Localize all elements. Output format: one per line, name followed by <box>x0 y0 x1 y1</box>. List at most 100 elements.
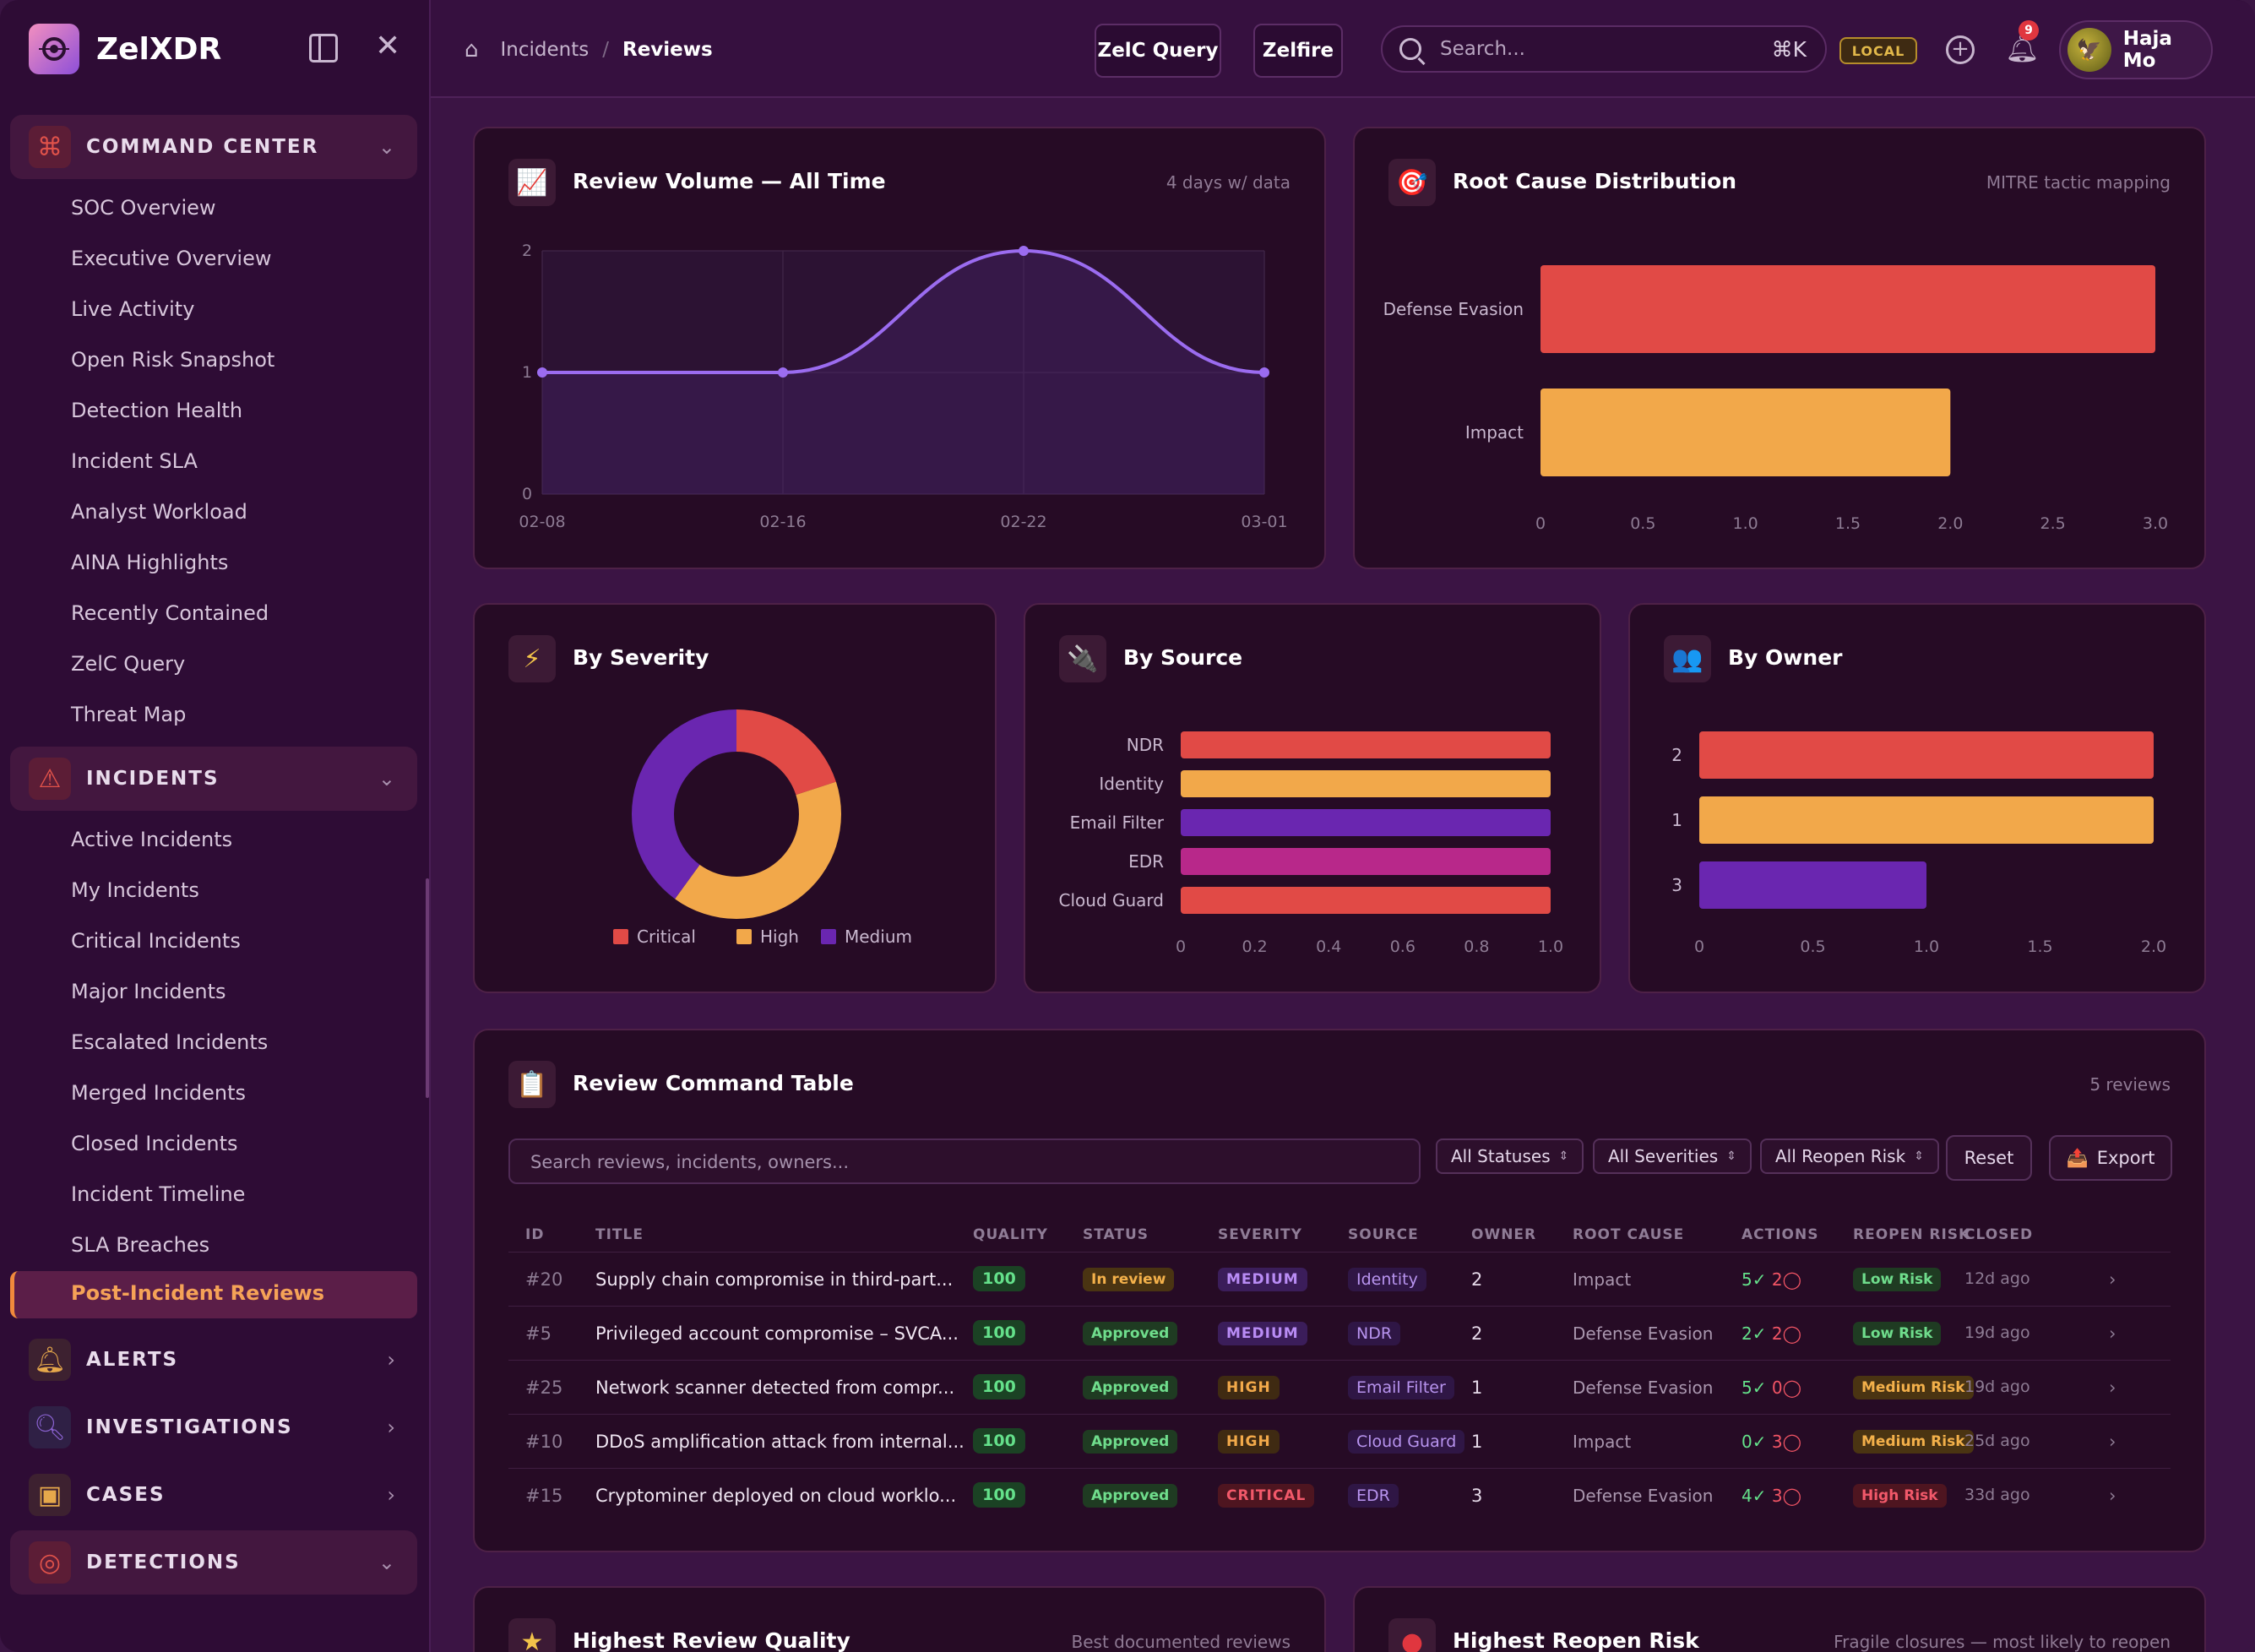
severity-filter-select[interactable]: All Severities ⇕ <box>1593 1138 1752 1174</box>
status-filter-select[interactable]: All Statuses ⇕ <box>1436 1138 1584 1174</box>
table-search-input[interactable]: Search reviews, incidents, owners... <box>508 1138 1421 1184</box>
reopen-risk-filter-select[interactable]: All Reopen Risk ⇕ <box>1760 1138 1939 1174</box>
sidebar-item-open-risk-snapshot[interactable]: Open Risk Snapshot <box>71 348 275 372</box>
source-badge: Email Filter <box>1348 1376 1454 1399</box>
breadcrumb-incidents[interactable]: Incidents <box>500 39 590 61</box>
review-title[interactable]: Network scanner detected from compr... <box>595 1378 955 1398</box>
column-header-owner[interactable]: OWNER <box>1471 1226 1537 1243</box>
export-button[interactable]: 📤 Export <box>2049 1135 2172 1181</box>
bar-1 <box>1699 796 2154 844</box>
bar-3 <box>1699 861 1926 909</box>
notification-count-badge: 9 <box>2019 20 2039 41</box>
actions-done: 5✓ <box>1742 1378 1767 1398</box>
column-header-reopen-risk[interactable]: REOPEN RISK <box>1853 1226 1971 1243</box>
actions-summary: 0✓ 3◯ <box>1742 1432 1801 1452</box>
card-subtitle: Best documented reviews <box>1071 1632 1291 1652</box>
review-title[interactable]: Privileged account compromise – SVCA... <box>595 1323 959 1344</box>
sidebar-item-escalated-incidents[interactable]: Escalated Incidents <box>71 1030 269 1054</box>
chevron-right-icon[interactable]: › <box>2109 1323 2116 1344</box>
quality-score: 100 <box>973 1320 1025 1345</box>
sidebar-item-executive-overview[interactable]: Executive Overview <box>71 247 272 270</box>
global-search[interactable]: Search... ⌘K <box>1381 25 1827 73</box>
brand[interactable]: ZelXDR <box>29 22 221 76</box>
sidebar-item-critical-incidents[interactable]: Critical Incidents <box>71 929 241 953</box>
filter-label: All Severities <box>1608 1146 1719 1166</box>
card-title: Highest Review Quality <box>573 1628 850 1652</box>
sidebar-scrollbar[interactable] <box>426 878 429 1098</box>
sidebar-item-zelc-query[interactable]: ZelC Query <box>71 652 186 676</box>
briefcase-icon: ▣ <box>29 1474 71 1516</box>
by-source-card: 🔌 By Source NDR Identity Email Filter EDR Cl… <box>1024 603 1601 993</box>
table-row[interactable]: #20 Supply chain compromise in third-part… <box>508 1252 2171 1306</box>
column-header-severity[interactable]: SEVERITY <box>1218 1226 1302 1243</box>
section-alerts[interactable]: 🔔︎ ALERTS › <box>10 1328 417 1392</box>
column-header-actions[interactable]: ACTIONS <box>1742 1226 1819 1243</box>
sidebar-item-my-incidents[interactable]: My Incidents <box>71 878 199 902</box>
column-header-quality[interactable]: QUALITY <box>973 1226 1048 1243</box>
sidebar-item-aina-highlights[interactable]: AINA Highlights <box>71 551 229 574</box>
data-point <box>778 367 788 378</box>
sidebar-item-live-activity[interactable]: Live Activity <box>71 297 195 321</box>
x-tick-label: 0 <box>1535 514 1546 533</box>
sidebar-item-threat-map[interactable]: Threat Map <box>71 703 187 726</box>
sidebar-item-major-incidents[interactable]: Major Incidents <box>71 980 226 1003</box>
category-label: Identity <box>1099 774 1164 794</box>
sidebar-item-soc-overview[interactable]: SOC Overview <box>71 196 216 220</box>
card-title: By Source <box>1123 645 1243 670</box>
actions-summary: 5✓ 2◯ <box>1742 1269 1801 1290</box>
section-cases[interactable]: ▣ CASES › <box>10 1463 417 1527</box>
closed-time: 19d ago <box>1964 1378 2030 1396</box>
table-row[interactable]: #10 DDoS amplification attack from intern… <box>508 1414 2171 1468</box>
actions-open: 3◯ <box>1771 1432 1801 1452</box>
severity-donut-chart: Critical High Medium <box>613 709 912 947</box>
review-title[interactable]: Supply chain compromise in third-part... <box>595 1269 954 1290</box>
sidebar-toggle-icon[interactable] <box>309 34 338 62</box>
sidebar-item-incident-sla[interactable]: Incident SLA <box>71 449 198 473</box>
column-header-status[interactable]: STATUS <box>1083 1226 1149 1243</box>
legend-swatch <box>613 929 628 944</box>
reopen-risk-badge: Medium Risk <box>1853 1376 1974 1399</box>
search-input[interactable]: Search... <box>1440 38 1525 60</box>
chevron-right-icon[interactable]: › <box>2109 1432 2116 1452</box>
sidebar-item-closed-incidents[interactable]: Closed Incidents <box>71 1132 238 1155</box>
zelc-query-button[interactable]: ZelC Query <box>1095 24 1221 78</box>
chevron-right-icon[interactable]: › <box>2109 1269 2116 1290</box>
section-incidents[interactable]: ⚠ INCIDENTS ⌄ <box>10 747 417 811</box>
table-row[interactable]: #5 Privileged account compromise – SVCA..… <box>508 1306 2171 1360</box>
sidebar-item-sla-breaches[interactable]: SLA Breaches <box>71 1233 210 1257</box>
column-header-source[interactable]: SOURCE <box>1348 1226 1419 1243</box>
column-header-root-cause[interactable]: ROOT CAUSE <box>1573 1226 1685 1243</box>
add-icon[interactable]: + <box>1946 35 1975 64</box>
bar-email-filter <box>1181 809 1551 836</box>
highest-review-quality-card: ★ Highest Review Quality Best documented… <box>473 1586 1326 1652</box>
column-header-title[interactable]: TITLE <box>595 1226 644 1243</box>
user-menu[interactable]: 🦅 Haja Mo <box>2059 20 2213 79</box>
export-icon: 📤 <box>2066 1147 2089 1168</box>
column-header-closed[interactable]: CLOSED <box>1964 1226 2034 1243</box>
table-row[interactable]: #15 Cryptominer deployed on cloud worklo.… <box>508 1468 2171 1522</box>
x-tick-label: 0.8 <box>1464 937 1489 956</box>
review-title[interactable]: DDoS amplification attack from internal.… <box>595 1432 964 1452</box>
close-icon[interactable]: ✕ <box>375 29 401 63</box>
sidebar-item-analyst-workload[interactable]: Analyst Workload <box>71 500 247 524</box>
section-label: ALERTS <box>86 1349 179 1371</box>
column-header-id[interactable]: ID <box>525 1226 545 1243</box>
chevron-right-icon[interactable]: › <box>2109 1378 2116 1398</box>
sidebar-item-merged-incidents[interactable]: Merged Incidents <box>71 1081 247 1105</box>
section-detections[interactable]: ◎ DETECTIONS ⌄ <box>10 1530 417 1595</box>
home-icon[interactable]: ⌂ <box>465 37 479 62</box>
section-label: INCIDENTS <box>86 768 220 790</box>
sidebar-item-recently-contained[interactable]: Recently Contained <box>71 601 269 625</box>
reset-button[interactable]: Reset <box>1946 1135 2032 1181</box>
table-row[interactable]: #25 Network scanner detected from compr..… <box>508 1360 2171 1414</box>
review-title[interactable]: Cryptominer deployed on cloud worklo... <box>595 1486 957 1506</box>
chevron-right-icon[interactable]: › <box>2109 1486 2116 1506</box>
sidebar-item-active-incidents[interactable]: Active Incidents <box>71 828 233 851</box>
card-title: Review Command Table <box>573 1071 854 1095</box>
sidebar-item-detection-health[interactable]: Detection Health <box>71 399 243 422</box>
zelfire-button[interactable]: Zelfire <box>1253 24 1343 78</box>
section-investigations[interactable]: 🔍︎ INVESTIGATIONS › <box>10 1395 417 1459</box>
sidebar-item-post-incident-reviews[interactable]: Post-Incident Reviews <box>10 1271 417 1318</box>
section-command-center[interactable]: ⌘ COMMAND CENTER ⌄ <box>10 115 417 179</box>
sidebar-item-incident-timeline[interactable]: Incident Timeline <box>71 1182 246 1206</box>
